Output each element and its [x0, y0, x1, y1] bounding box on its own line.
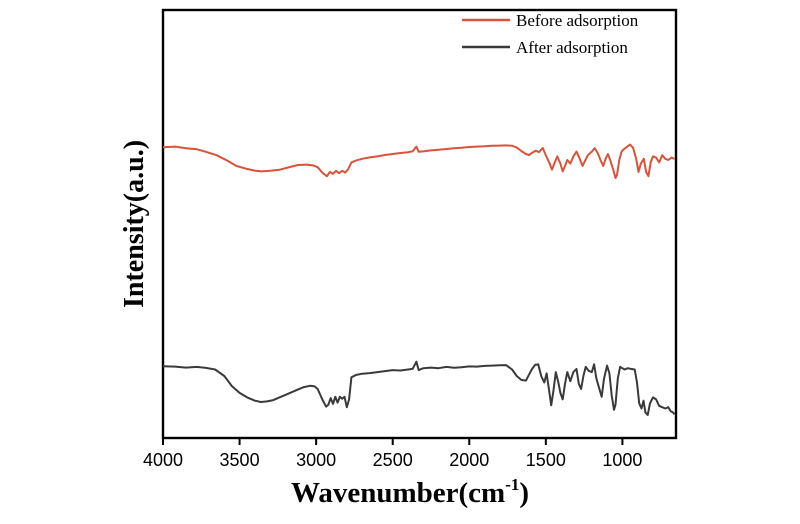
- x-tick-label: 2000: [449, 450, 489, 470]
- x-tick-label: 1500: [526, 450, 566, 470]
- plot-frame: [161, 8, 678, 440]
- legend-label: Before adsorption: [516, 11, 639, 30]
- legend: Before adsorption After adsorption: [462, 11, 639, 57]
- x-tick-label: 2500: [373, 450, 413, 470]
- x-tick-label: 3000: [296, 450, 336, 470]
- series-line-after-adsorption: [162, 360, 676, 416]
- y-axis-title: Intensity(a.u.): [119, 140, 150, 308]
- x-axis-title-main: Wavenumber(cm: [291, 477, 505, 509]
- series-lines: [162, 143, 676, 416]
- x-tick-label: 1000: [602, 450, 642, 470]
- legend-label: After adsorption: [516, 38, 628, 57]
- x-axis-ticks: 4000 3500 3000 2500 2000 1500 1000: [143, 438, 642, 470]
- x-axis-title-close: ): [519, 477, 529, 509]
- x-tick-label: 4000: [143, 450, 183, 470]
- x-axis-title-superscript: -1: [505, 475, 519, 494]
- series-line-before-adsorption: [162, 143, 675, 179]
- x-axis-title: Wavenumber(cm-1): [291, 475, 529, 509]
- x-tick-label: 3500: [220, 450, 260, 470]
